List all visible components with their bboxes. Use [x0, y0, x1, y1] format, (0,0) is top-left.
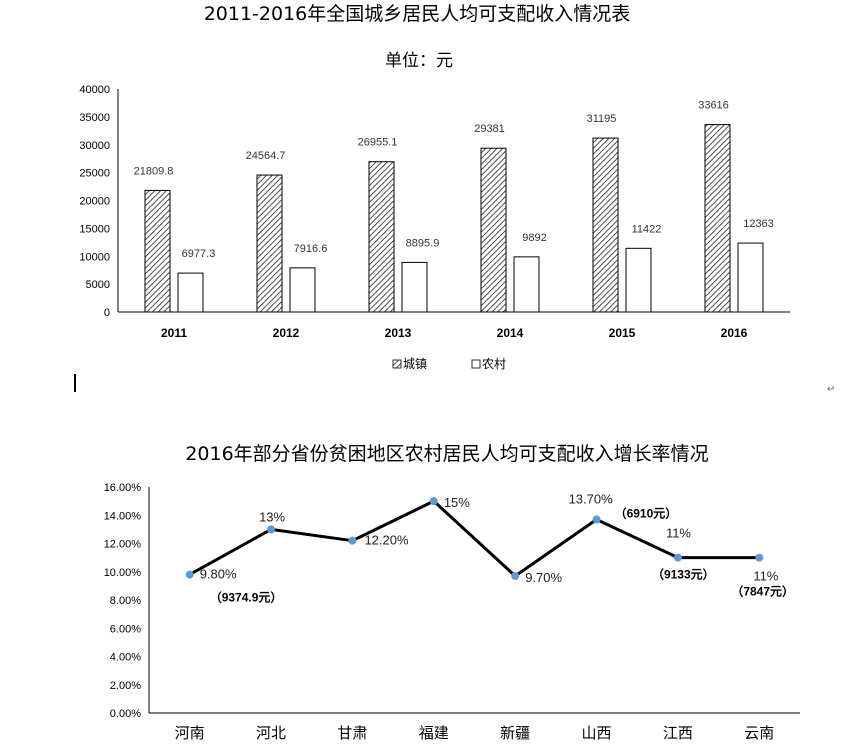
line-y-tick-label: 16.00% — [104, 482, 142, 494]
line-y-tick-label: 12.00% — [104, 539, 142, 551]
income-note-label: （7847元） — [731, 584, 794, 599]
bar-y-tick-label: 35000 — [79, 112, 110, 124]
rural-bar — [625, 247, 652, 313]
growth-line — [188, 499, 760, 578]
bar-y-tick-label: 20000 — [79, 196, 110, 208]
bar-chart-subtitle: 单位：元 — [385, 51, 453, 71]
urban-bar-label: 24564.7 — [246, 150, 286, 162]
line-y-axis: 0.00% 2.00% 4.00% 6.00% 8.00% 10.00% 12.00% 14.… — [104, 482, 142, 720]
urban-bar — [256, 174, 283, 313]
line-x-tick-label: 新疆 — [500, 724, 530, 742]
growth-point — [348, 536, 357, 545]
rural-bar-label: 9892 — [522, 232, 546, 244]
growth-point-label: 9.70% — [525, 570, 562, 585]
line-y-tick-label: 4.00% — [110, 652, 141, 664]
urban-bar — [704, 124, 731, 313]
line-x-tick-label: 山西 — [582, 724, 612, 742]
growth-point — [511, 571, 520, 580]
line-y-tick-label: 6.00% — [110, 623, 141, 635]
line-y-tick-label: 14.00% — [104, 510, 142, 522]
rural-bar-label: 8895.9 — [406, 237, 440, 249]
bar-x-tick-label: 2014 — [497, 326, 524, 340]
line-x-tick-label: 河北 — [256, 724, 286, 742]
line-x-tick-label: 云南 — [744, 724, 774, 742]
growth-point-label: 13.70% — [569, 491, 614, 506]
urban-bar — [368, 161, 395, 313]
rural-bar — [177, 272, 204, 313]
bar-x-tick-label: 2011 — [161, 326, 187, 340]
urban-bar-label: 26955.1 — [358, 137, 398, 149]
growth-point — [673, 553, 682, 562]
bar-y-tick-label: 15000 — [79, 223, 110, 235]
rural-bar-label: 7916.6 — [294, 243, 328, 255]
line-y-tick-label: 8.00% — [110, 595, 141, 607]
growth-point — [429, 497, 438, 506]
urban-bar-label: 33616 — [698, 100, 729, 112]
bar-y-tick-label: 10000 — [79, 251, 110, 263]
urban-bar-label: 31195 — [587, 113, 617, 125]
bar-x-tick-label: 2016 — [721, 326, 748, 340]
bar-y-tick-label: 0 — [104, 307, 110, 319]
bar-y-axis: 0 5000 10000 15000 20000 25000 30000 35000 40000 — [79, 84, 110, 319]
urban-bar-label: 21809.8 — [134, 165, 174, 177]
legend-swatch-urban — [392, 359, 402, 369]
bar-x-tick-label: 2013 — [385, 326, 412, 340]
line-x-tick-label: 河南 — [175, 724, 205, 742]
growth-point-label: 12.20% — [364, 533, 409, 548]
bar-marks: 21809.8 6977.3 24564.7 7916.6 26955.1 8895.9 2… — [134, 100, 774, 313]
growth-point-label: 13% — [259, 509, 285, 524]
legend-label-rural: 农村 — [482, 357, 506, 371]
growth-point — [267, 525, 276, 534]
rural-bar-label: 11422 — [632, 223, 662, 235]
line-chart-title: 2016年部分省份贫困地区农村居民人均可支配收入增长率情况 — [185, 443, 708, 465]
income-note-label: （6910元） — [615, 505, 678, 520]
growth-point — [592, 515, 601, 524]
urban-bar — [592, 137, 619, 313]
growth-point — [185, 570, 194, 579]
income-note-label: （9133元） — [652, 567, 715, 582]
growth-point — [755, 553, 764, 562]
urban-bar-label: 29381 — [474, 123, 505, 135]
rural-bar — [513, 256, 540, 313]
bar-y-tick-label: 30000 — [79, 140, 110, 152]
growth-point-label: 15% — [444, 495, 470, 510]
bar-x-axis: 2011 2012 2013 2014 2015 2016 — [161, 326, 748, 340]
rural-bar — [401, 261, 428, 313]
rural-bar — [289, 267, 316, 313]
growth-point-label: 11% — [753, 569, 778, 584]
rural-bar — [737, 242, 764, 313]
line-x-axis: 河南 河北 甘肃 福建 新疆 山西 江西 云南 — [175, 724, 775, 742]
bar-y-tick-label: 5000 — [86, 279, 110, 291]
bar-y-tick-label: 40000 — [79, 84, 110, 96]
line-y-tick-label: 2.00% — [110, 680, 141, 692]
bar-x-tick-label: 2015 — [609, 326, 636, 340]
legend-swatch-rural — [471, 359, 481, 369]
line-marks: 9.80% 13% 12.20% 15% 9.70% 13.70% 11% 11% （9374.… — [185, 491, 794, 605]
line-y-tick-label: 10.00% — [104, 567, 142, 579]
bar-y-tick-label: 25000 — [79, 168, 110, 180]
bar-legend: 城镇 农村 — [392, 357, 506, 371]
line-x-tick-label: 福建 — [419, 724, 449, 742]
bar-x-tick-label: 2012 — [273, 326, 300, 340]
return-mark: ↵ — [827, 384, 835, 395]
income-note-label: （9374.9元） — [210, 590, 283, 605]
line-x-tick-label: 江西 — [663, 724, 693, 742]
bar-chart-title: 2011-2016年全国城乡居民人均可支配收入情况表 — [204, 3, 631, 25]
rural-bar-label: 12363 — [743, 218, 774, 230]
legend-label-urban: 城镇 — [403, 357, 427, 371]
urban-bar — [480, 147, 507, 313]
urban-bar — [144, 189, 171, 313]
growth-point-label: 11% — [666, 526, 691, 541]
line-x-tick-label: 甘肃 — [337, 724, 367, 742]
growth-point-label: 9.80% — [200, 567, 237, 582]
line-y-tick-label: 0.00% — [110, 708, 141, 720]
rural-bar-label: 6977.3 — [182, 248, 216, 260]
